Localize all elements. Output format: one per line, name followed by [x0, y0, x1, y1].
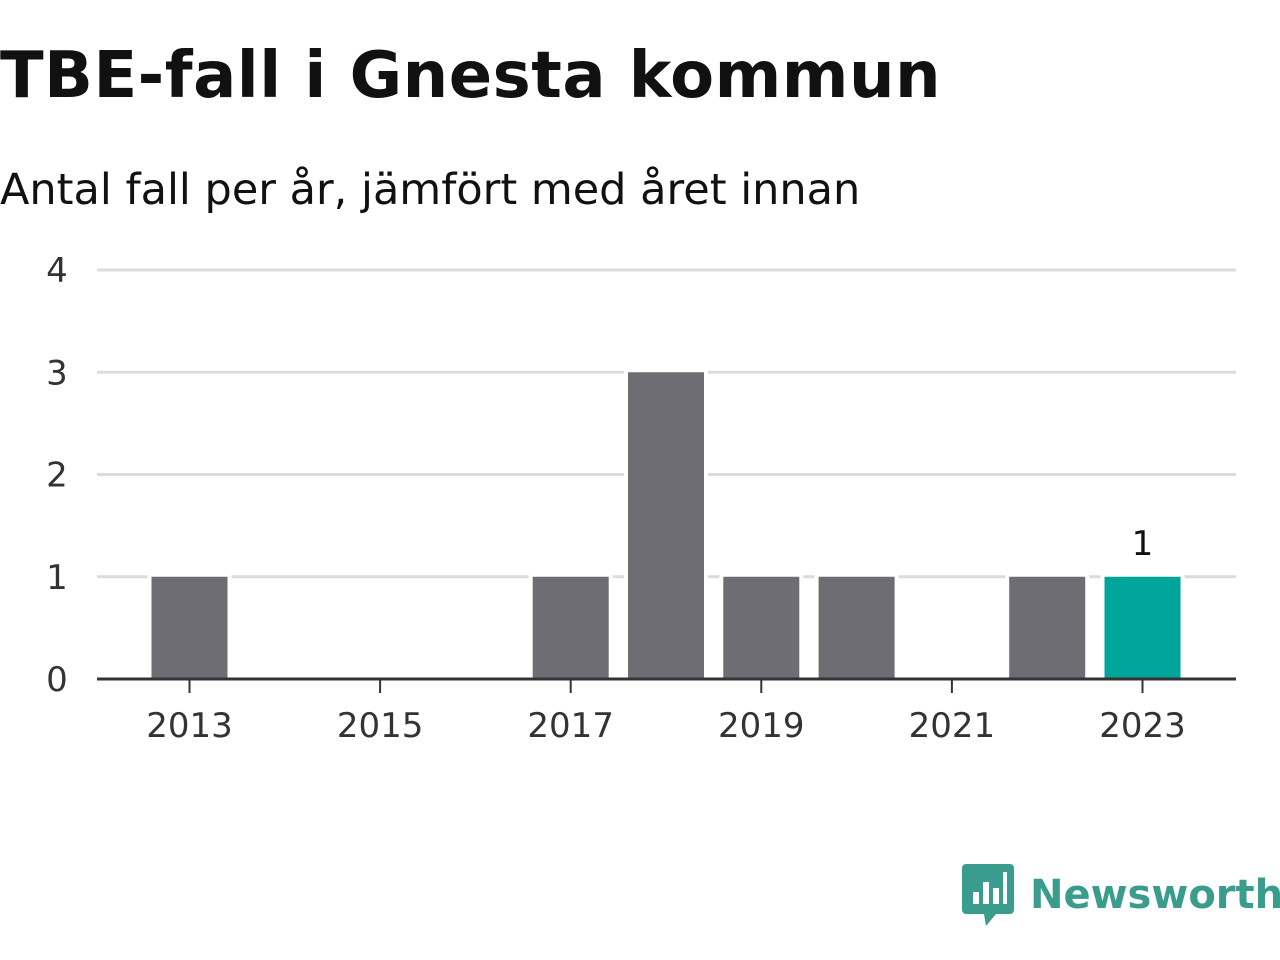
- x-tick-label-2023: 2023: [1099, 706, 1186, 746]
- y-tick-label-2: 2: [46, 456, 68, 496]
- x-tick-label-2015: 2015: [337, 706, 424, 746]
- newsworthy-logo-text: Newsworthy: [1030, 872, 1280, 918]
- newsworthy-logo: Newsworthy: [962, 862, 1280, 928]
- bar-2017: [532, 576, 609, 679]
- x-axis-labels: 2013 2015 2017 2019 2021 2023: [146, 706, 1186, 746]
- y-axis-labels: 0 1 2 3 4: [46, 251, 68, 700]
- newsworthy-logo-icon: [962, 864, 1014, 926]
- bar-2018: [628, 372, 704, 679]
- x-tick-label-2017: 2017: [527, 706, 614, 746]
- y-tick-label-0: 0: [46, 660, 68, 700]
- x-tick-label-2013: 2013: [146, 706, 233, 746]
- bar-2023: [1104, 576, 1181, 679]
- x-tick-label-2019: 2019: [718, 706, 805, 746]
- data-labels: 1: [1132, 524, 1154, 564]
- bar-2019: [723, 576, 800, 679]
- bar-2022: [1009, 576, 1086, 679]
- chart-title: TBE-fall i Gnesta kommun: [0, 39, 942, 113]
- y-tick-label-1: 1: [46, 558, 68, 598]
- bar-2013: [151, 576, 228, 679]
- x-tick-label-2021: 2021: [909, 706, 996, 746]
- bars: [147, 370, 1185, 679]
- bar-2020: [818, 576, 895, 679]
- chart-subtitle: Antal fall per år, jämfört med året inna…: [0, 165, 861, 215]
- x-axis: [97, 677, 1236, 693]
- y-tick-label-3: 3: [46, 353, 68, 393]
- y-tick-label-4: 4: [46, 251, 68, 291]
- data-label-2023: 1: [1132, 524, 1154, 564]
